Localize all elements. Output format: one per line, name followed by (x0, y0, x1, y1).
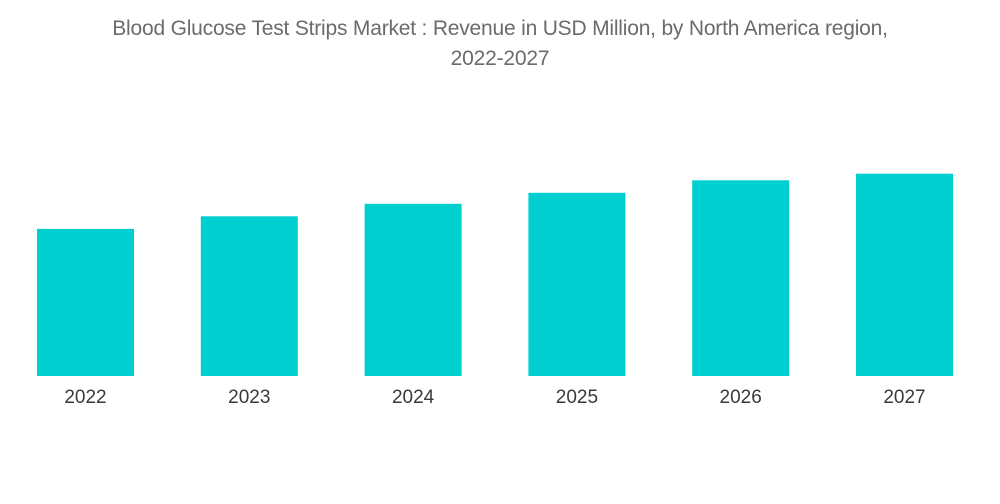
x-tick-labels: 2022 2023 2024 2025 2026 2027 (64, 387, 925, 408)
x-tick-label-2025: 2025 (556, 387, 598, 408)
x-tick-label-2022: 2022 (64, 387, 106, 408)
bars-group (37, 173, 953, 376)
chart-title: Blood Glucose Test Strips Market : Reven… (0, 14, 1000, 74)
bar-2026 (692, 180, 790, 376)
x-tick-label-2023: 2023 (228, 387, 270, 408)
bar-2025 (528, 192, 626, 376)
bar-2023 (200, 216, 298, 376)
bar-2022 (37, 228, 134, 376)
bar-2027 (856, 173, 953, 376)
bar-2024 (364, 203, 462, 376)
x-tick-label-2026: 2026 (720, 387, 762, 408)
chart-title-line-2: 2022-2027 (450, 47, 550, 70)
chart-title-line-1: Blood Glucose Test Strips Market : Reven… (112, 17, 888, 40)
x-tick-label-2024: 2024 (392, 387, 435, 408)
x-tick-label-2027: 2027 (883, 387, 925, 408)
